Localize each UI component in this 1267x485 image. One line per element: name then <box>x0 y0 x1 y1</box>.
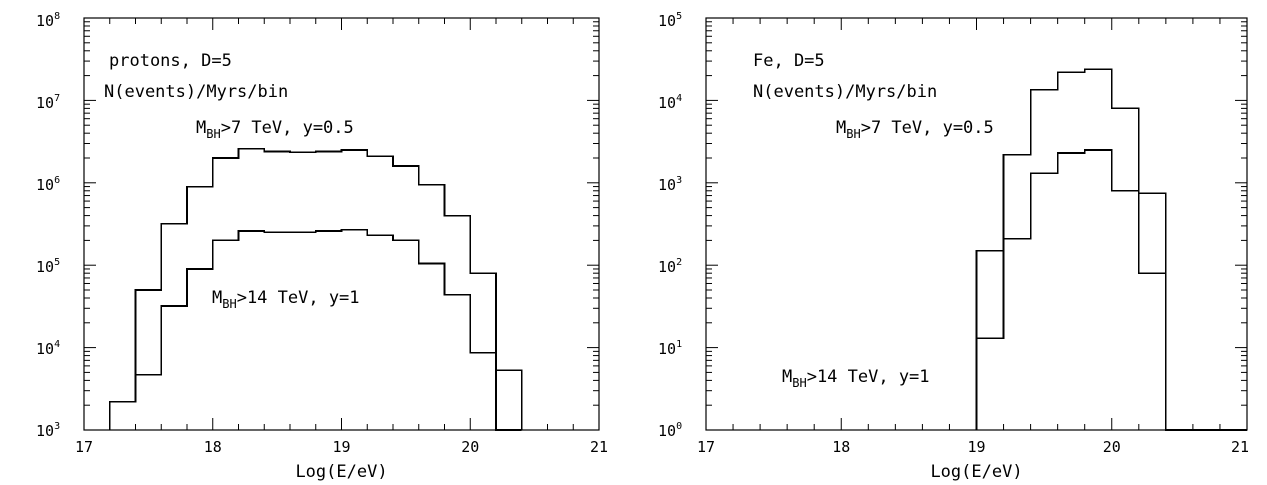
y-tick-label: 104 <box>36 339 60 358</box>
annotation-particle: protons, D=5 <box>109 51 232 71</box>
annotation-upper-curve: MBH>7 TeV, y=0.5 <box>836 118 994 141</box>
annotation-lower-curve: MBH>14 TeV, y=1 <box>782 367 930 390</box>
x-tick-label: 18 <box>204 438 222 456</box>
x-tick-label: 19 <box>967 438 985 456</box>
panel-left: 17 18 19 20 21 103 104 105 106 107 108 L… <box>36 11 608 482</box>
y-tick-label: 100 <box>658 421 682 440</box>
x-tick-label: 20 <box>1103 438 1121 456</box>
y-tick-label: 101 <box>658 339 682 358</box>
annotation-upper-curve: MBH>7 TeV, y=0.5 <box>196 118 354 141</box>
annotation-units: N(events)/Myrs/bin <box>104 82 288 102</box>
y-tick-label: 105 <box>658 11 682 30</box>
y-tick-label: 105 <box>36 257 60 276</box>
x-tick-label: 21 <box>1231 438 1249 456</box>
annotation-lower-curve: MBH>14 TeV, y=1 <box>212 288 360 311</box>
panel-right: 17 18 19 20 21 100 101 102 103 104 105 L… <box>658 11 1249 482</box>
x-axis-label: Log(E/eV) <box>295 462 387 482</box>
y-tick-label: 107 <box>36 93 60 112</box>
x-tick-label: 18 <box>832 438 850 456</box>
annotation-particle: Fe, D=5 <box>753 51 825 71</box>
histogram-series-upper <box>975 68 1247 431</box>
x-axis-label: Log(E/eV) <box>930 462 1022 482</box>
y-tick-label: 103 <box>658 175 682 194</box>
y-tick-label: 103 <box>36 421 60 440</box>
y-tick-label: 102 <box>658 257 682 276</box>
histogram-series-lower <box>108 228 523 430</box>
y-tick-label: 104 <box>658 93 682 112</box>
annotation-units: N(events)/Myrs/bin <box>753 82 937 102</box>
x-tick-label: 17 <box>75 438 93 456</box>
histogram-series-lower <box>975 149 1247 431</box>
x-tick-label: 19 <box>332 438 350 456</box>
x-tick-label: 21 <box>590 438 608 456</box>
x-tick-label: 17 <box>697 438 715 456</box>
y-tick-label: 108 <box>36 11 60 30</box>
histogram-series-upper <box>108 147 522 431</box>
tick-marks <box>84 18 599 430</box>
y-tick-label: 106 <box>36 175 60 194</box>
x-tick-label: 20 <box>461 438 479 456</box>
